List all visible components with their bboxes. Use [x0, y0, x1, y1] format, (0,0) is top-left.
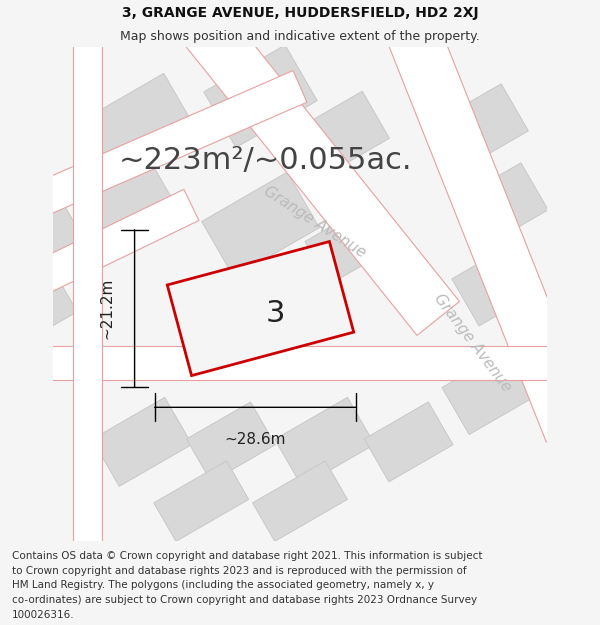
Text: co-ordinates) are subject to Crown copyright and database rights 2023 Ordnance S: co-ordinates) are subject to Crown copyr… — [12, 595, 477, 605]
Text: ~223m²/~0.055ac.: ~223m²/~0.055ac. — [119, 146, 412, 175]
Polygon shape — [28, 346, 572, 380]
Polygon shape — [452, 242, 543, 326]
Polygon shape — [78, 73, 196, 178]
Polygon shape — [305, 204, 394, 284]
Text: Grange Avenue: Grange Avenue — [431, 291, 514, 395]
Text: ~21.2m: ~21.2m — [100, 278, 115, 339]
Text: HM Land Registry. The polygons (including the associated geometry, namely x, y: HM Land Registry. The polygons (includin… — [12, 580, 434, 590]
Polygon shape — [364, 402, 453, 482]
Text: 3, GRANGE AVENUE, HUDDERSFIELD, HD2 2XJ: 3, GRANGE AVENUE, HUDDERSFIELD, HD2 2XJ — [122, 6, 478, 20]
Text: Grange Avenue: Grange Avenue — [261, 184, 368, 261]
Polygon shape — [290, 91, 389, 180]
Polygon shape — [77, 161, 177, 249]
Polygon shape — [180, 5, 460, 336]
Polygon shape — [73, 22, 103, 565]
Text: Contains OS data © Crown copyright and database right 2021. This information is : Contains OS data © Crown copyright and d… — [12, 551, 482, 561]
Polygon shape — [0, 194, 83, 274]
Polygon shape — [442, 351, 533, 434]
Polygon shape — [275, 398, 374, 486]
Text: Map shows position and indicative extent of the property.: Map shows position and indicative extent… — [120, 30, 480, 43]
Text: to Crown copyright and database rights 2023 and is reproduced with the permissio: to Crown copyright and database rights 2… — [12, 566, 467, 576]
Polygon shape — [187, 402, 275, 482]
Polygon shape — [22, 71, 307, 221]
Polygon shape — [202, 172, 319, 277]
Text: 3: 3 — [266, 299, 285, 328]
Polygon shape — [167, 241, 354, 376]
Polygon shape — [0, 273, 77, 344]
Polygon shape — [21, 189, 199, 299]
Text: ~28.6m: ~28.6m — [225, 432, 286, 447]
Polygon shape — [204, 45, 317, 148]
Polygon shape — [92, 398, 192, 486]
Polygon shape — [253, 461, 347, 541]
Polygon shape — [154, 461, 249, 541]
Polygon shape — [437, 84, 529, 168]
Polygon shape — [457, 163, 548, 247]
Text: 100026316.: 100026316. — [12, 610, 74, 620]
Polygon shape — [383, 12, 597, 442]
